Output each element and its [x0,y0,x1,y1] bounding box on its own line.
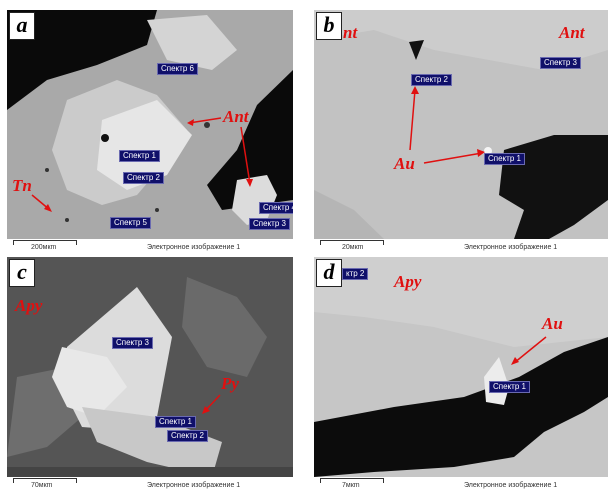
sem-image-a [7,10,293,252]
spectrum-label: Спектр 2 [411,74,452,86]
image-footer-c: 70мкm Электронное изображение 1 [7,477,293,490]
image-caption: Электронное изображение 1 [147,482,240,489]
scale-text: 7мкm [342,482,360,489]
sem-image-d [314,257,608,490]
panel-label-b: b [316,12,342,40]
spectrum-label: Спектр 4 [259,202,293,214]
mineral-label-apy: Apy [15,297,42,315]
sem-image-b [314,10,608,252]
spectrum-label: Спектр 1 [489,381,530,393]
mineral-label-py: Py [221,375,239,393]
image-caption: Электронное изображение 1 [147,244,240,251]
spectrum-label: Спектр 1 [119,150,160,162]
mineral-label-apy: Apy [394,273,421,291]
panel-a: a Спектр 6 Спектр 1 Спектр 2 Спектр 5 Сп… [7,10,293,252]
spectrum-label: Спектр 2 [167,430,208,442]
image-footer-b: 20мкm Электронное изображение 1 [314,239,608,252]
image-caption: Электронное изображение 1 [464,482,557,489]
panel-d: d ктр 2 Спектр 1 Apy Au 7мкm Электронное… [314,257,608,490]
image-footer-a: 200мкm Электронное изображение 1 [7,239,293,252]
spectrum-label: Спектр 3 [540,57,581,69]
spectrum-label: Спектр 2 [123,172,164,184]
spectrum-label: Спектр 6 [157,63,198,75]
mineral-label-ant: Ant [559,24,585,42]
sem-image-c [7,257,293,490]
scale-text: 70мкm [31,482,53,489]
spectrum-label: Спектр 5 [110,217,151,229]
image-caption: Электронное изображение 1 [464,244,557,251]
scale-text: 20мкm [342,244,364,251]
mineral-label-au: Au [542,315,563,333]
mineral-label-au: Au [394,155,415,173]
panel-label-d: d [316,259,342,287]
spectrum-label: ктр 2 [342,268,368,280]
panel-label-c: c [9,259,35,287]
panel-b: b Спектр 2 Спектр 3 Спектр 1 nt Ant Au 2… [314,10,608,252]
image-footer-d: 7мкm Электронное изображение 1 [314,477,608,490]
spectrum-label: Спектр 3 [112,337,153,349]
scale-text: 200мкm [31,244,56,251]
mineral-label-ant: nt [343,24,357,42]
mineral-label-ant: Ant [223,108,249,126]
spectrum-label: Спектр 3 [249,218,290,230]
panel-c: c Спектр 3 Спектр 1 Спектр 2 Apy Py 70мк… [7,257,293,490]
mineral-label-tn: Tn [12,177,32,195]
panel-label-a: a [9,12,35,40]
spectrum-label: Спектр 1 [155,416,196,428]
spectrum-label: Спектр 1 [484,153,525,165]
